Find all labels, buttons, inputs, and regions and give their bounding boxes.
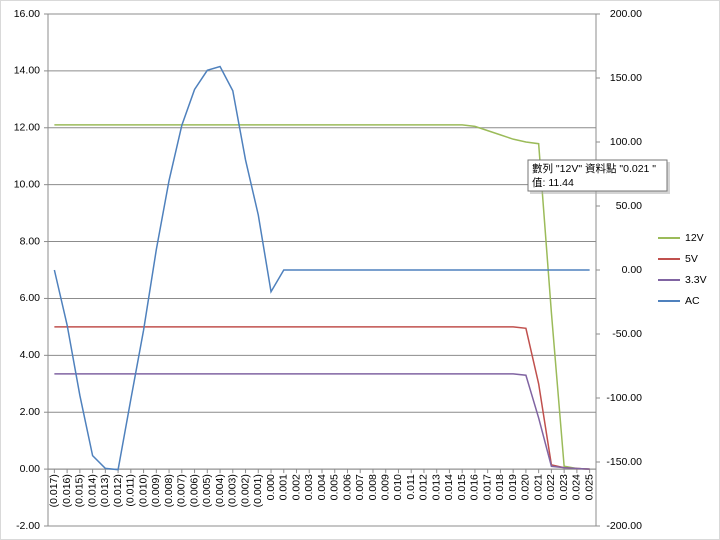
y-tick-label: 10.00 — [14, 178, 40, 190]
x-tick-label: (0.013) — [99, 474, 111, 507]
x-tick-label: 0.023 — [558, 474, 570, 500]
y2-tick-label: 0.00 — [622, 264, 643, 276]
x-tick-label: 0.019 — [507, 474, 519, 500]
x-tick-label: 0.009 — [380, 474, 392, 500]
y-tick-label: 2.00 — [20, 406, 41, 418]
x-tick-label: 0.022 — [545, 474, 557, 500]
y2-tick-label: 150.00 — [610, 72, 642, 84]
x-tick-label: (0.017) — [48, 474, 60, 507]
y-tick-label: 12.00 — [14, 122, 40, 134]
y-tick-label: 8.00 — [20, 235, 41, 247]
y2-tick-label: 200.00 — [610, 8, 642, 20]
x-tick-label: (0.015) — [74, 474, 86, 507]
x-tick-label: 0.016 — [469, 474, 481, 500]
x-tick-label: 0.024 — [571, 474, 583, 500]
x-tick-label: (0.008) — [163, 474, 175, 507]
x-tick-label: (0.003) — [227, 474, 239, 507]
x-tick-label: 0.010 — [392, 474, 404, 500]
y-tick-label: 14.00 — [14, 65, 40, 77]
y-tick-label: 16.00 — [14, 8, 40, 20]
y2-tick-label: 100.00 — [610, 136, 642, 148]
legend-label: 12V — [685, 232, 704, 244]
x-tick-label: 0.015 — [456, 474, 468, 500]
x-tick-label: (0.014) — [86, 474, 98, 507]
x-tick-label: 0.014 — [443, 474, 455, 500]
x-tick-label: 0.004 — [316, 474, 328, 500]
tooltip-line: 值: 11.44 — [532, 176, 574, 189]
y2-tick-label: -50.00 — [612, 328, 642, 340]
x-tick-label: 0.008 — [367, 474, 379, 500]
x-tick-label: 0.000 — [265, 474, 277, 500]
legend-label: 5V — [685, 253, 698, 265]
x-tick-label: 0.021 — [532, 474, 544, 500]
y2-tick-label: -150.00 — [606, 456, 642, 468]
y-tick-label: 6.00 — [20, 292, 41, 304]
x-tick-label: 0.001 — [278, 474, 290, 500]
y-tick-label: -2.00 — [16, 520, 40, 532]
legend-label: AC — [685, 295, 700, 307]
x-tick-label: 0.002 — [290, 474, 302, 500]
x-tick-label: (0.011) — [125, 474, 137, 507]
x-tick-label: 0.013 — [430, 474, 442, 500]
x-tick-label: 0.003 — [303, 474, 315, 500]
x-tick-label: (0.016) — [61, 474, 73, 507]
x-tick-label: (0.012) — [112, 474, 124, 507]
legend-label: 3.3V — [685, 274, 707, 286]
tooltip: 數列 "12V" 資料點 "0.021 " 值: 11.44 — [527, 159, 670, 194]
x-tick-label: 0.018 — [494, 474, 506, 500]
series-line — [54, 124, 590, 470]
x-tick-label: (0.007) — [176, 474, 188, 507]
x-tick-label: 0.012 — [418, 474, 430, 500]
x-tick-label: (0.002) — [239, 474, 251, 507]
y2-tick-label: -100.00 — [606, 392, 642, 404]
y-tick-label: 0.00 — [20, 463, 41, 475]
series-line — [53, 65, 590, 471]
x-tick-label: (0.004) — [214, 474, 226, 507]
x-tick-label: (0.010) — [137, 474, 149, 507]
x-tick-label: (0.005) — [201, 474, 213, 507]
x-tick-label: 0.020 — [520, 474, 532, 500]
y2-tick-label: -200.00 — [606, 520, 642, 532]
tooltip-box — [527, 159, 668, 192]
y2-tick-label: 50.00 — [616, 200, 642, 212]
x-tick-label: 0.007 — [354, 474, 366, 500]
x-tick-label: 0.025 — [583, 474, 595, 500]
x-tick-label: 0.005 — [329, 474, 341, 500]
x-tick-label: 0.011 — [405, 474, 417, 500]
x-tick-label: 0.017 — [481, 474, 493, 500]
tooltip-line: 數列 "12V" 資料點 "0.021 " — [532, 162, 656, 175]
x-tick-label: (0.001) — [252, 474, 264, 507]
series-line — [54, 373, 590, 470]
x-tick-label: (0.009) — [150, 474, 162, 507]
y-tick-label: 4.00 — [20, 349, 41, 361]
x-tick-label: (0.006) — [188, 474, 200, 507]
x-tick-label: 0.006 — [341, 474, 353, 500]
